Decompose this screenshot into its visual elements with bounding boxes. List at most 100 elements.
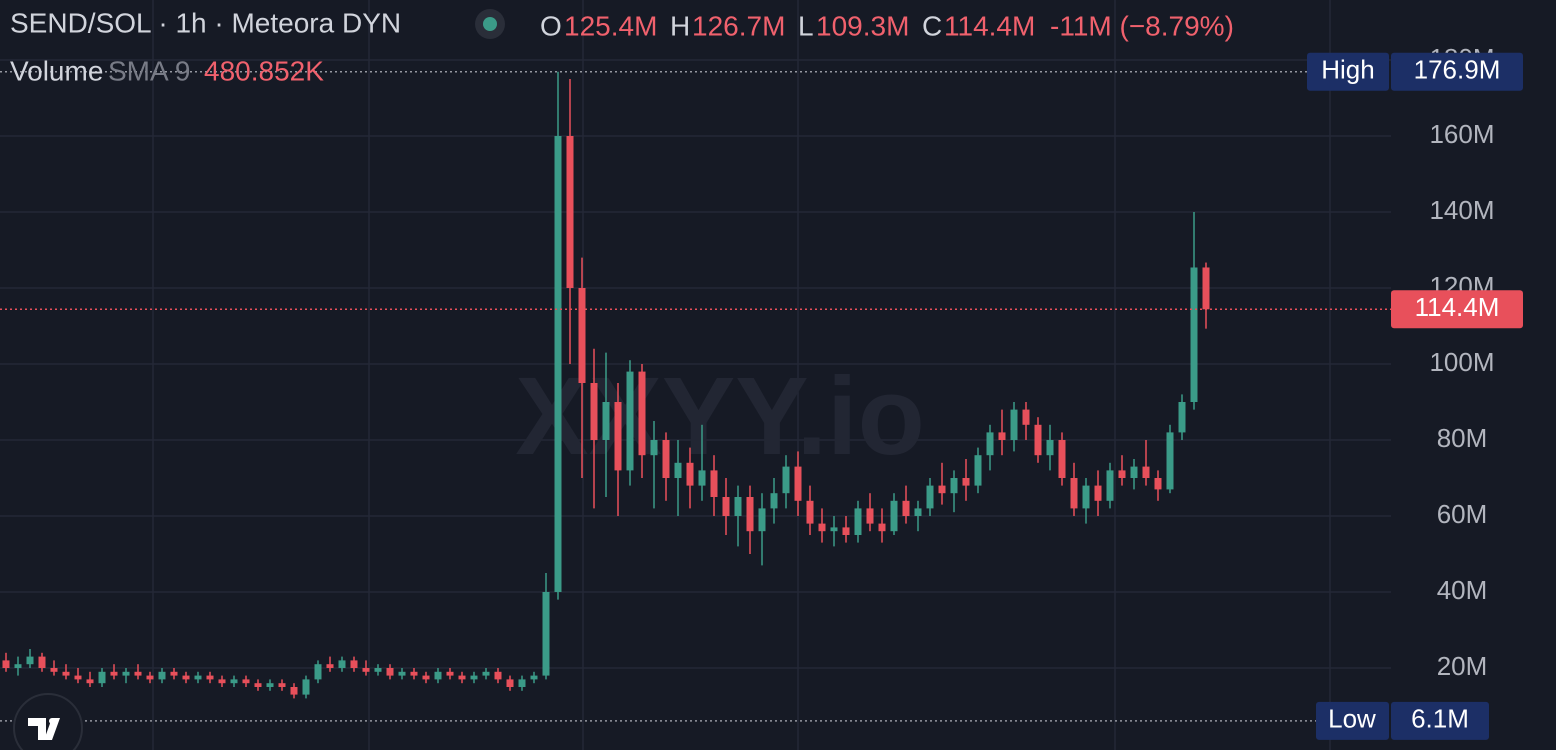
sma-value: 480.852K — [204, 55, 324, 86]
candle-body — [974, 455, 982, 486]
candle-body — [158, 671, 166, 680]
volume-label: Volume — [10, 55, 103, 86]
candle-body — [1010, 409, 1018, 440]
candle-body — [686, 462, 694, 486]
candle-body — [1022, 409, 1030, 425]
candle-body — [458, 675, 466, 680]
candle-body — [1070, 477, 1078, 509]
y-tick-label: 140M — [1429, 195, 1494, 225]
candle-body — [494, 671, 502, 680]
candle-body — [266, 683, 274, 687]
chart-title: SEND/SOL · 1h · Meteora DYN — [10, 7, 401, 38]
low-value-bg — [1391, 701, 1489, 740]
candle-body — [710, 470, 718, 497]
candle-body — [194, 675, 202, 680]
candle-body — [230, 679, 238, 684]
legend-value: 125.4M — [564, 10, 657, 41]
candle-body — [338, 660, 346, 668]
candle-body — [542, 591, 550, 676]
candle-body — [350, 660, 358, 668]
candle-body — [1118, 470, 1126, 478]
y-tick-label: 60M — [1437, 499, 1488, 529]
candle-body — [446, 671, 454, 676]
legend-label: O — [540, 10, 562, 41]
sma-label: SMA 9 — [108, 55, 190, 86]
candle-body — [314, 664, 322, 680]
candle-body — [794, 466, 802, 501]
candle-body — [278, 683, 286, 687]
candle-body — [1190, 267, 1198, 402]
candle-body — [470, 675, 478, 680]
high-label: High — [1321, 55, 1374, 85]
candle-body — [590, 382, 598, 440]
high-value: 176.9M — [1414, 55, 1501, 85]
candle-body — [146, 675, 154, 680]
candle-body — [410, 671, 418, 676]
candle-body — [14, 664, 22, 668]
candle-body — [854, 508, 862, 535]
candle-body — [842, 527, 850, 535]
high-value-bg — [1391, 52, 1523, 91]
candle-body — [386, 667, 394, 676]
legend-value: 109.3M — [816, 10, 909, 41]
candle-body — [38, 656, 46, 668]
candle-body — [482, 671, 490, 676]
candle-body — [374, 667, 382, 672]
candle-body — [782, 466, 790, 494]
low-label: Low — [1328, 704, 1376, 734]
candle-body — [938, 485, 946, 494]
candle-body — [650, 439, 658, 456]
y-tick-label: 100M — [1429, 347, 1494, 377]
candle-body — [734, 496, 742, 516]
status-dot — [483, 17, 497, 31]
candle-body — [758, 508, 766, 532]
candle-body — [74, 675, 82, 680]
candle-body — [326, 664, 334, 668]
high-label-bg — [1307, 52, 1389, 91]
candle-body — [1130, 466, 1138, 478]
candle-body — [662, 439, 670, 478]
candle-body — [638, 371, 646, 456]
candle-body — [890, 500, 898, 532]
low-value: 6.1M — [1411, 704, 1469, 734]
candle-body — [578, 287, 586, 383]
candle-body — [926, 485, 934, 509]
candle-body — [434, 671, 442, 680]
legend-change: -11M (−8.79%) — [1050, 10, 1234, 41]
candle-body — [110, 671, 118, 676]
candle-body — [50, 667, 58, 672]
candle-body — [62, 671, 70, 676]
candle-body — [98, 671, 106, 684]
candle-body — [1082, 485, 1090, 509]
candle-body — [422, 675, 430, 680]
y-tick-label: 160M — [1429, 119, 1494, 149]
legend-value: 114.4M — [944, 10, 1035, 41]
legend-label: L — [798, 10, 814, 41]
candle-body — [986, 432, 994, 456]
candle-body — [86, 679, 94, 684]
candle-body — [518, 679, 526, 687]
candle-body — [806, 500, 814, 524]
candle-body — [242, 679, 250, 684]
y-tick-label: 40M — [1437, 575, 1488, 605]
candle-body — [914, 508, 922, 516]
candle-body — [1034, 424, 1042, 456]
candle-body — [26, 656, 34, 665]
candle-body — [1046, 439, 1054, 456]
candle-body — [830, 527, 838, 532]
candle-body — [170, 671, 178, 676]
candle-body — [182, 675, 190, 680]
candle-body — [698, 470, 706, 486]
last-price-label: 114.4M — [1415, 292, 1500, 322]
last-price-bg — [1391, 290, 1523, 329]
candle-body — [2, 660, 10, 668]
candle-body — [362, 667, 370, 672]
candle-body — [566, 136, 574, 288]
candle-body — [1154, 477, 1162, 490]
candle-body — [950, 477, 958, 494]
candle-body — [506, 679, 514, 687]
candle-body — [1094, 485, 1102, 501]
logo — [13, 693, 83, 750]
watermark: XXYY.io — [515, 355, 925, 478]
legend-value: 126.7M — [692, 10, 785, 41]
